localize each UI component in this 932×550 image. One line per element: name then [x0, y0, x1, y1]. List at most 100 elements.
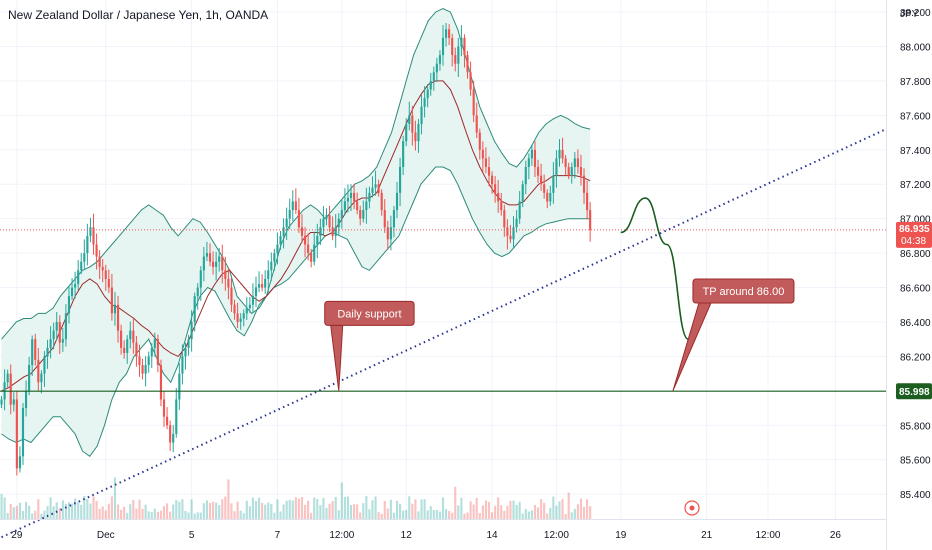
volume-bar-38	[116, 504, 120, 520]
time-tick-11: 26	[830, 530, 842, 541]
candle-18	[55, 311, 58, 341]
time-tick-2: 5	[189, 530, 195, 541]
candle-190	[582, 168, 586, 204]
volume-bar-137	[420, 499, 423, 520]
candle-34	[104, 264, 107, 291]
candle-11	[34, 333, 37, 366]
candle-113	[346, 184, 350, 213]
candle-51	[156, 334, 159, 373]
candle-53	[162, 391, 166, 427]
candle-69	[211, 251, 215, 275]
volume-bar-106	[325, 507, 328, 520]
volume-bar-109	[334, 496, 337, 520]
candle-52	[159, 359, 163, 407]
price-tick-1: 88.000	[900, 42, 931, 53]
candle-99	[303, 227, 307, 258]
candle-151	[463, 34, 466, 68]
volume-bar-103	[316, 498, 319, 520]
volume-bar-147	[451, 512, 454, 520]
price-axis[interactable]: 88.200 88.000 87.800 87.600 87.400 87.200 87.0…	[900, 8, 931, 501]
candle-189	[579, 154, 583, 186]
volume-bar-10	[31, 513, 34, 520]
candle-70	[215, 251, 218, 281]
candle-123	[377, 179, 380, 197]
volume-bar-32	[98, 508, 101, 520]
volume-bar-172	[527, 511, 530, 520]
volume-bar-115	[353, 504, 356, 520]
volume-bar-79	[242, 513, 245, 520]
candle-7	[21, 402, 25, 465]
volume-bar-121	[371, 500, 374, 520]
candle-6	[18, 446, 22, 473]
candle-149	[457, 38, 460, 77]
candle-26	[80, 253, 83, 275]
candle-130	[399, 157, 402, 207]
last-price-value: 86.935	[899, 224, 930, 235]
candle-60	[184, 342, 187, 370]
volume-bar-108	[331, 501, 334, 520]
candle-90	[276, 232, 279, 265]
candle-78	[239, 313, 242, 330]
candle-106	[325, 208, 328, 226]
candle-180	[552, 162, 555, 204]
price-tick-9: 86.400	[900, 318, 931, 329]
callout-text-1: TP around 86.00	[703, 286, 785, 298]
candle-41	[126, 335, 129, 364]
volume-bar-185	[567, 492, 570, 520]
volume-bar-125	[383, 500, 386, 520]
candle-162	[497, 179, 500, 213]
candle-184	[564, 154, 567, 176]
record-marker-icon[interactable]	[684, 500, 700, 516]
callout-annotations[interactable]: Daily support TP around 86.00	[324, 278, 795, 392]
bollinger-lower-line	[1, 166, 591, 457]
volume-bar-80	[245, 500, 248, 520]
candle-137	[420, 94, 423, 135]
volume-bar-62	[190, 499, 193, 520]
candle-131	[402, 135, 405, 176]
volume-bar-131	[402, 510, 405, 520]
candle-181	[555, 150, 558, 188]
callout-1[interactable]: TP around 86.00	[672, 278, 795, 392]
candle-176	[540, 163, 543, 191]
candle-104	[319, 218, 322, 246]
volume-bar-68	[208, 502, 212, 520]
candle-154	[472, 80, 475, 123]
support-price-value: 85.998	[899, 387, 930, 398]
volume-bar-152	[466, 512, 469, 520]
volume-bar-113	[346, 496, 350, 520]
candle-66	[202, 246, 205, 282]
time-axis[interactable]: 29 Dec 5 7 12:00 12 14 12:00 19 21 12:00 26	[11, 530, 841, 541]
volume-bar-182	[558, 501, 561, 520]
volume-bar-41	[126, 512, 129, 520]
volume-bar-111	[340, 482, 343, 520]
time-tick-5: 12	[401, 530, 413, 541]
volume-bar-4	[12, 507, 15, 520]
volume-bar-91	[279, 511, 282, 520]
volume-bar-135	[414, 499, 417, 520]
volume-bar-170	[521, 513, 524, 520]
volume-bar-127	[389, 499, 392, 520]
volume-bars	[0, 477, 592, 520]
volume-bar-85	[261, 502, 264, 520]
volume-bar-26	[80, 504, 83, 520]
volume-bar-179	[549, 507, 552, 520]
callout-0[interactable]: Daily support	[324, 300, 415, 391]
price-tick-4: 87.400	[900, 146, 931, 157]
candle-183	[561, 137, 564, 164]
candle-15	[46, 339, 49, 369]
price-tick-2: 87.800	[900, 77, 931, 88]
candle-102	[313, 231, 316, 266]
candle-164	[503, 204, 506, 237]
price-tick-10: 86.200	[900, 352, 931, 363]
candle-103	[316, 223, 319, 259]
volume-bar-53	[162, 505, 166, 520]
volume-bar-81	[248, 506, 251, 520]
volume-bar-146	[448, 511, 451, 520]
volume-bar-155	[475, 497, 478, 520]
volume-bar-55	[169, 511, 172, 520]
volume-bar-22	[67, 502, 71, 520]
candle-87	[267, 260, 270, 293]
candle-132	[405, 118, 408, 147]
volume-bar-12	[37, 499, 40, 520]
